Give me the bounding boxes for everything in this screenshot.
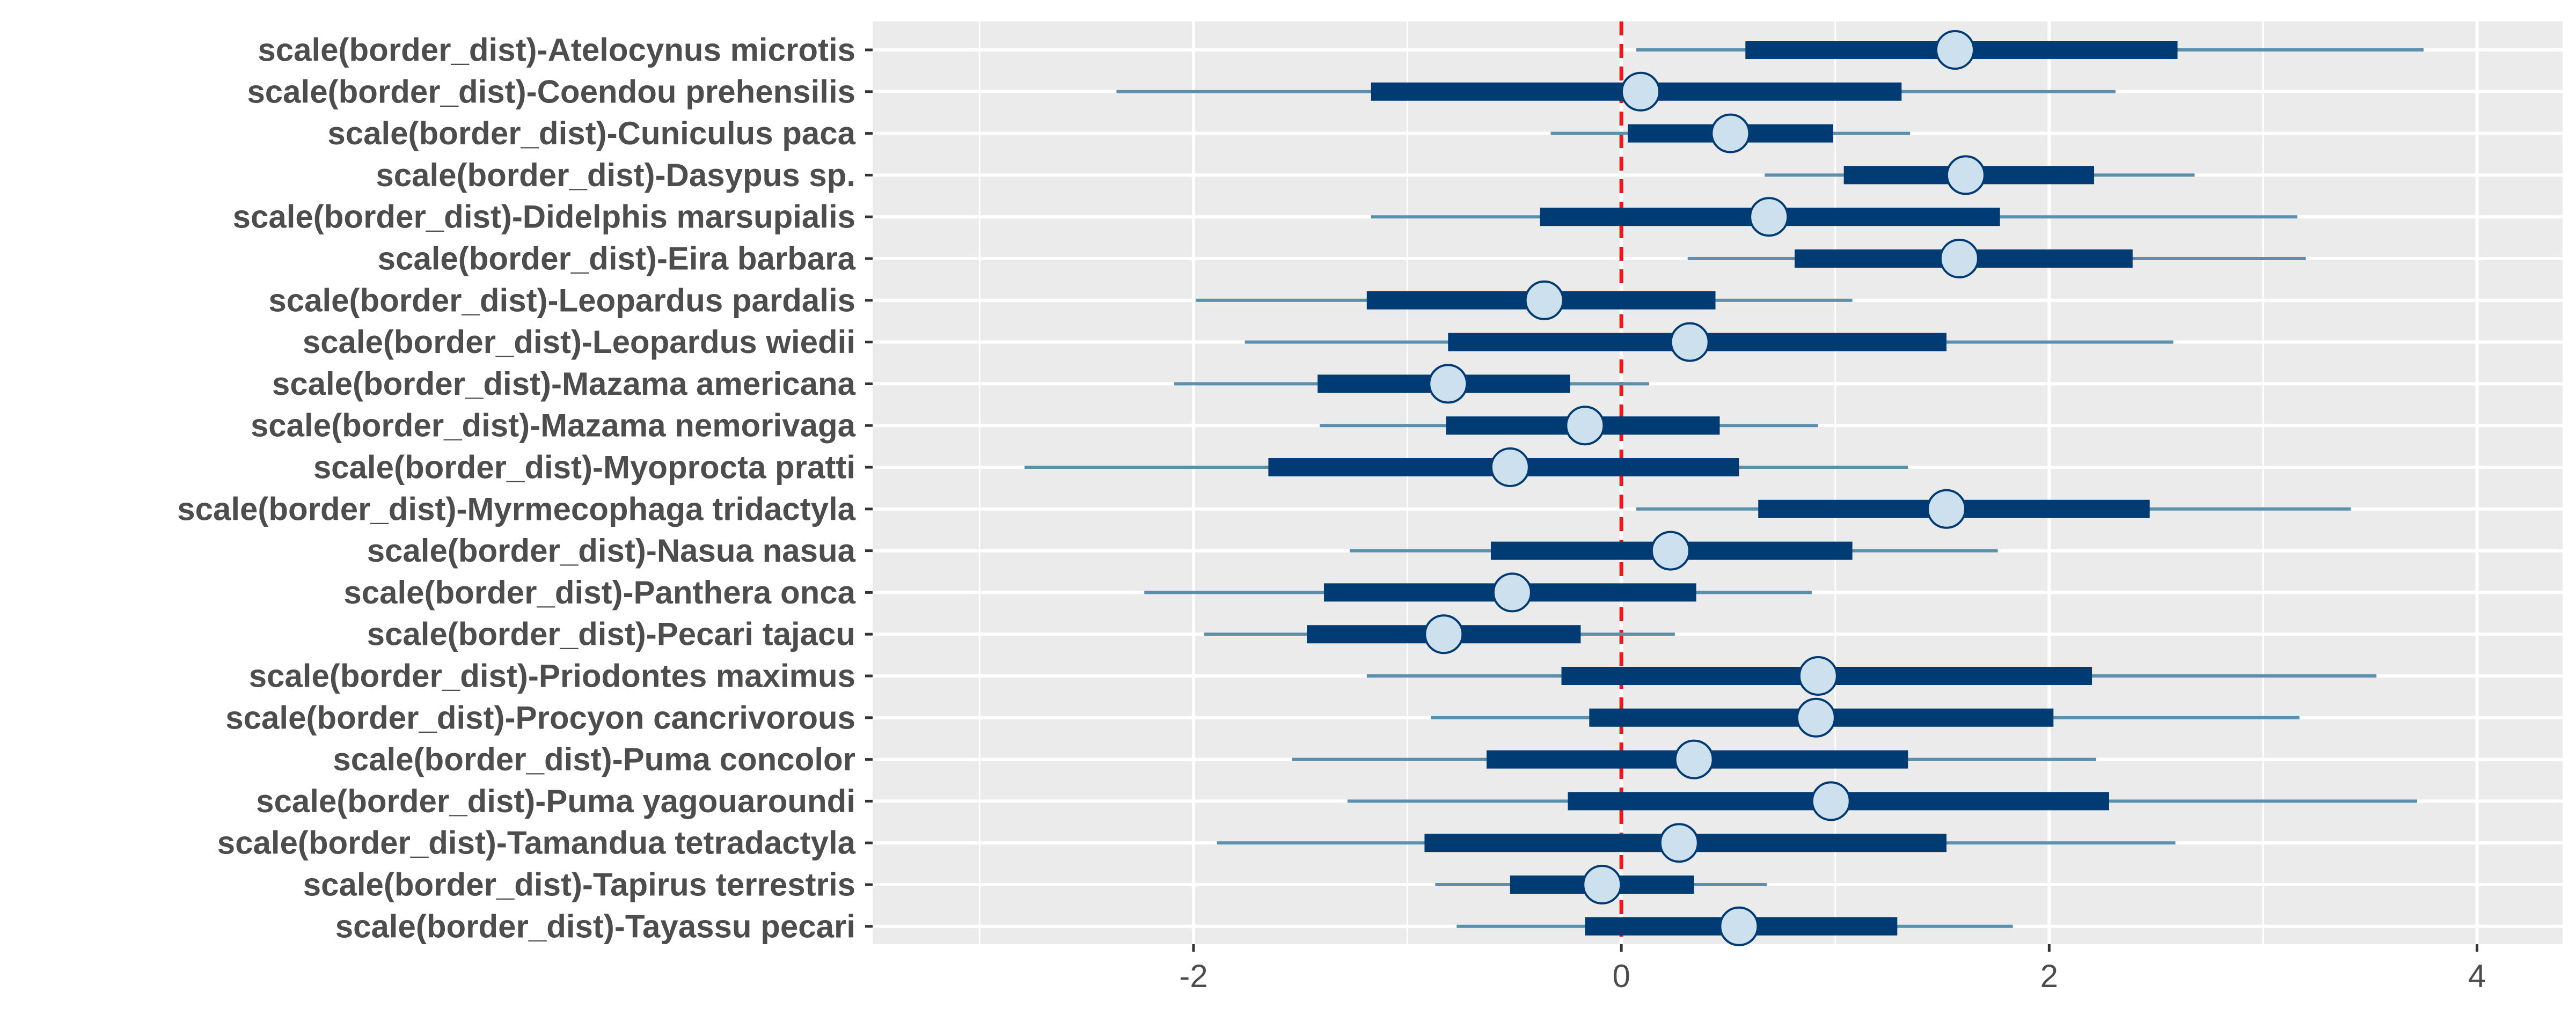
y-tick-label: scale(border_dist)-Panthera onca: [343, 575, 855, 610]
y-tick-label: scale(border_dist)-Myrmecophaga tridacty…: [177, 491, 855, 527]
estimate-point: [1565, 406, 1605, 446]
y-tick-label: scale(border_dist)-Atelocynus microtis: [258, 32, 855, 68]
estimate-point: [1710, 113, 1751, 153]
estimate-point: [1659, 823, 1699, 863]
estimate-point: [1428, 364, 1468, 404]
estimate-point: [1650, 531, 1690, 571]
interval-marks: [1024, 30, 2424, 946]
estimate-point: [1796, 697, 1836, 738]
estimate-point: [1621, 71, 1661, 112]
y-tick-label: scale(border_dist)-Priodontes maximus: [249, 658, 855, 694]
y-tick-label: scale(border_dist)-Cuniculus paca: [327, 115, 855, 151]
x-tick-label: 0: [1612, 958, 1630, 994]
y-tick-label: scale(border_dist)-Mazama americana: [272, 366, 856, 402]
estimate-point: [1524, 280, 1564, 320]
estimate-point: [1719, 906, 1759, 946]
y-tick-label: scale(border_dist)-Dasypus sp.: [376, 157, 855, 193]
x-tick-label: 2: [2040, 958, 2058, 994]
estimate-point: [1670, 322, 1710, 362]
estimate-point: [1945, 155, 1986, 195]
y-tick-label: scale(border_dist)-Procyon cancrivorous: [225, 700, 855, 735]
y-tick-label: scale(border_dist)-Nasua nasua: [367, 533, 856, 569]
estimate-point: [1939, 239, 1979, 278]
estimate-point: [1811, 781, 1851, 821]
y-tick-label: scale(border_dist)-Myoprocta pratti: [313, 450, 855, 485]
estimate-point: [1749, 197, 1789, 237]
estimate-point: [1582, 865, 1622, 904]
axes: scale(border_dist)-Atelocynus microtis sc…: [177, 32, 2486, 995]
y-tick-label: scale(border_dist)-Pecari tajacu: [367, 616, 855, 652]
y-tick-label: scale(border_dist)-Mazama nemorivaga: [251, 408, 856, 444]
x-tick-label: 4: [2468, 958, 2486, 994]
estimate-point: [1935, 30, 1975, 70]
y-tick-label: scale(border_dist)-Puma concolor: [333, 741, 855, 777]
y-tick-label: scale(border_dist)-Leopardus wiedii: [303, 324, 855, 360]
y-tick-label: scale(border_dist)-Coendou prehensilis: [247, 73, 855, 109]
y-tick-label: scale(border_dist)-Eira barbara: [378, 241, 856, 277]
y-tick-label: scale(border_dist)-Tapirus terrestris: [303, 867, 855, 903]
estimate-point: [1492, 572, 1532, 613]
estimate-point: [1674, 739, 1714, 779]
y-tick-label: scale(border_dist)-Tayassu pecari: [335, 908, 855, 944]
estimate-point: [1490, 447, 1530, 487]
x-tick-label: -2: [1179, 958, 1208, 994]
estimate-point: [1927, 489, 1967, 529]
y-tick-label: scale(border_dist)-Leopardus pardalis: [268, 282, 855, 318]
estimate-point: [1424, 614, 1464, 654]
y-tick-label: scale(border_dist)-Didelphis marsupialis: [233, 199, 855, 235]
y-tick-label: scale(border_dist)-Puma yagouaroundi: [256, 783, 855, 819]
y-tick-label: scale(border_dist)-Tamandua tetradactyla: [217, 825, 856, 861]
estimate-point: [1798, 656, 1838, 696]
